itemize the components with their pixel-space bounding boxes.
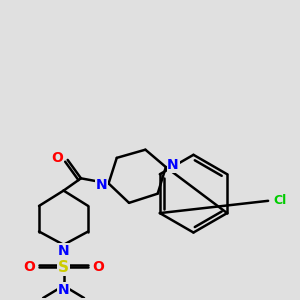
Text: O: O: [92, 260, 104, 274]
Text: S: S: [58, 260, 69, 275]
Text: N: N: [167, 158, 179, 172]
Text: Cl: Cl: [274, 194, 287, 207]
Text: O: O: [52, 151, 63, 165]
Text: N: N: [58, 244, 69, 258]
Text: N: N: [96, 178, 107, 193]
Text: O: O: [23, 260, 35, 274]
Text: N: N: [58, 283, 69, 297]
